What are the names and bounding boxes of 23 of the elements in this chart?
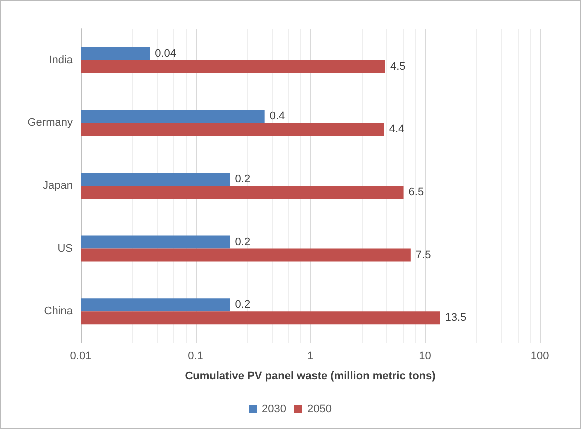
x-axis-title: Cumulative PV panel waste (million metric tons) [185, 370, 436, 382]
data-label: 13.5 [445, 312, 467, 324]
data-label: 0.2 [235, 299, 251, 312]
data-label: 6.5 [408, 186, 424, 198]
x-tick-label: 1 [307, 350, 314, 362]
data-label: 0.2 [235, 174, 251, 186]
y-tick-label: US [58, 242, 73, 255]
data-label: 4.5 [390, 60, 406, 73]
y-tick-label: Germany [28, 117, 74, 130]
x-tick-label: 0.1 [188, 350, 204, 362]
x-tick-label: 100 [530, 350, 550, 362]
x-tick-label: 0.01 [70, 350, 92, 362]
x-tick-label: 10 [419, 350, 432, 362]
y-tick-label: Japan [43, 180, 73, 192]
data-label: 0.04 [155, 48, 177, 60]
y-tick-label: China [44, 306, 74, 318]
data-label: 7.5 [416, 249, 432, 262]
legend-label: 2030 [262, 404, 287, 416]
legend-label: 2050 [308, 404, 332, 416]
data-label: 4.4 [389, 124, 405, 136]
data-label: 0.2 [235, 236, 251, 248]
y-tick-label: India [49, 54, 74, 66]
data-label: 0.4 [270, 110, 286, 123]
